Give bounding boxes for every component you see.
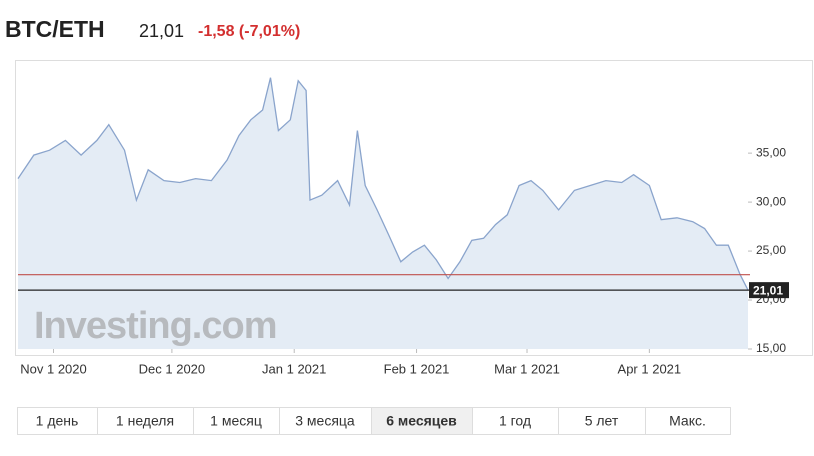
range-button-label: 5 лет xyxy=(585,413,619,429)
range-button[interactable]: 3 месяца xyxy=(279,407,372,435)
x-tick-label: Jan 1 2021 xyxy=(262,361,326,376)
range-button-bg xyxy=(645,407,731,435)
y-tick-label: 25,00 xyxy=(756,243,786,257)
price-line xyxy=(17,77,749,291)
x-tick-label: Apr 1 2021 xyxy=(618,361,682,376)
range-button-bg xyxy=(97,407,194,435)
range-button-bg xyxy=(472,407,559,435)
range-button[interactable]: 6 месяцев xyxy=(371,407,473,435)
x-tick-label: Dec 1 2020 xyxy=(139,361,206,376)
range-button[interactable]: 5 лет xyxy=(558,407,646,435)
x-tick-label: Feb 1 2021 xyxy=(384,361,450,376)
price-change: -1,58 (-7,01%) xyxy=(198,23,300,40)
symbol: BTC/ETH xyxy=(5,16,105,42)
range-button[interactable]: 1 день xyxy=(17,407,98,435)
range-button-bg xyxy=(558,407,646,435)
range-button-bg xyxy=(279,407,372,435)
watermark: Investing.com xyxy=(34,305,277,347)
price: 21,01 xyxy=(139,21,184,41)
price-tag-label: 21,01 xyxy=(753,283,783,297)
y-tick-label: 15,00 xyxy=(756,341,786,355)
range-button-bg xyxy=(371,407,473,435)
chart-frame xyxy=(15,60,813,356)
range-button-label: 1 неделя xyxy=(116,413,174,429)
price-tag xyxy=(749,282,789,299)
area-fill xyxy=(18,77,748,349)
range-button[interactable]: 1 месяц xyxy=(193,407,280,435)
range-button-label: 1 день xyxy=(36,413,79,429)
y-tick-label: 30,00 xyxy=(756,194,786,208)
range-button-label: 1 месяц xyxy=(210,413,262,429)
range-button-bg xyxy=(193,407,280,435)
range-button-label: 3 месяца xyxy=(295,413,355,429)
range-button-label: 6 месяцев xyxy=(386,413,457,429)
range-button[interactable]: 1 неделя xyxy=(97,407,194,435)
range-button[interactable]: Макс. xyxy=(645,407,731,435)
x-tick-label: Mar 1 2021 xyxy=(494,361,560,376)
range-button-label: Макс. xyxy=(669,413,706,429)
range-button-label: 1 год xyxy=(499,413,531,429)
y-tick-label: 35,00 xyxy=(756,145,786,159)
x-tick-label: Nov 1 2020 xyxy=(20,361,87,376)
range-button[interactable]: 1 год xyxy=(472,407,559,435)
